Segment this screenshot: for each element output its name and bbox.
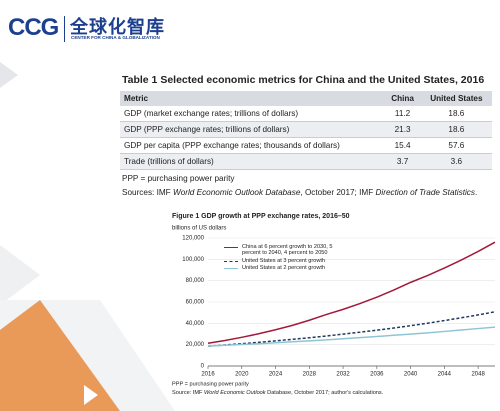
logo-chinese: 全球化智库 — [70, 17, 165, 38]
text: World Economic Outlook — [204, 390, 267, 396]
legend-item: United States at 2 percent growth — [224, 265, 352, 271]
legend: China at 6 percent growth to 2030, 5 per… — [224, 244, 352, 273]
table-cell: 11.2 — [384, 106, 421, 122]
y-tick-label: 80,000 — [186, 278, 205, 284]
series-line — [207, 311, 496, 347]
table-cell: 57.6 — [420, 137, 492, 154]
table-panel: Table 1 Selected economic metrics for Ch… — [120, 74, 492, 199]
text: Sources: IMF — [122, 188, 173, 198]
table-note: PPP = purchasing power parity — [122, 174, 235, 183]
legend-swatch — [224, 247, 238, 248]
logo-english: CENTER FOR CHINA & GLOBALIZATION — [71, 35, 160, 40]
chart-source: Source: IMF World Economic Outlook Datab… — [172, 390, 384, 396]
x-tick-label: 2020 — [235, 372, 249, 378]
y-tick-label: 120,000 — [182, 236, 204, 242]
legend-label: United States at 3 percent growth — [242, 257, 326, 264]
x-tick-label: 2016 — [201, 372, 215, 378]
deco-triangle — [0, 62, 18, 88]
play-icon — [84, 385, 98, 405]
table-row: GDP (market exchange rates; trillions of… — [120, 106, 492, 122]
chart: Figure 1 GDP growth at PPP exchange rate… — [172, 213, 496, 396]
legend-item: China at 6 percent growth to 2030, 5 per… — [224, 244, 352, 257]
table-cell: 21.3 — [384, 121, 421, 138]
x-tick-label: 2040 — [404, 372, 418, 378]
table-cell: 3.7 — [384, 153, 421, 170]
x-tick-label: 2028 — [303, 372, 317, 378]
table-cell: GDP (PPP exchange rates; trillions of do… — [120, 121, 385, 138]
chart-note: PPP = purchasing power parity — [172, 381, 249, 387]
table-cell: 18.6 — [420, 121, 492, 138]
text: Source: IMF — [172, 390, 204, 396]
y-axis-label: billions of US dollars — [172, 226, 226, 232]
legend-swatch — [224, 260, 238, 262]
y-tick-label: 60,000 — [186, 300, 205, 306]
y-tick-label: 20,000 — [186, 342, 205, 348]
legend-swatch — [224, 268, 238, 270]
x-tick-label: 2024 — [269, 372, 283, 378]
legend-label: United States at 2 percent growth — [242, 265, 326, 272]
text: Database, October 2017; author's calcula… — [266, 390, 384, 396]
x-tick-label: 2036 — [370, 372, 384, 378]
table-row: Trade (trillions of dollars) 3.7 3.6 — [120, 153, 492, 170]
table-row: GDP per capita (PPP exchange rates; thou… — [120, 137, 492, 154]
y-tick-label: 40,000 — [186, 321, 205, 327]
header-cell: Metric — [120, 91, 385, 106]
header-cell: China — [384, 91, 421, 106]
chart-title: Figure 1 GDP growth at PPP exchange rate… — [172, 213, 350, 220]
table-cell: GDP (market exchange rates; trillions of… — [120, 106, 385, 122]
logo-text: CCG — [8, 14, 59, 41]
header-row: Metric China United States — [120, 91, 492, 106]
text: Direction of Trade Statistics — [375, 188, 475, 198]
table-cell: 15.4 — [384, 137, 421, 154]
x-tick-label: 2032 — [336, 372, 350, 378]
legend-item: United States at 3 percent growth — [224, 258, 352, 264]
table-sources: Sources: IMF World Economic Outlook Data… — [122, 188, 490, 198]
deco-orange — [0, 300, 120, 411]
header-cell: United States — [420, 91, 492, 106]
table-cell: Trade (trillions of dollars) — [120, 153, 385, 170]
y-tick-label: 0 — [201, 364, 205, 370]
series-line — [207, 326, 496, 347]
table-title: Table 1 Selected economic metrics for Ch… — [122, 74, 485, 86]
table-cell: GDP per capita (PPP exchange rates; thou… — [120, 137, 385, 154]
logo-separator — [64, 16, 65, 42]
y-tick-label: 100,000 — [182, 257, 204, 263]
table-row: GDP (PPP exchange rates; trillions of do… — [120, 121, 492, 138]
x-tick-label: 2048 — [471, 372, 485, 378]
text: World Economic Outlook Database — [172, 188, 301, 198]
deco-triangle — [0, 245, 40, 305]
x-tick-label: 2044 — [438, 372, 452, 378]
text: , October 2017; IMF — [300, 188, 376, 198]
text: . — [474, 188, 478, 198]
table-cell: 3.6 — [420, 153, 492, 170]
table-cell: 18.6 — [420, 106, 492, 122]
legend-label: China at 6 percent growth to 2030, 5 per… — [242, 244, 333, 257]
table: Metric China United States GDP (market e… — [120, 91, 492, 170]
series-line — [207, 241, 496, 345]
